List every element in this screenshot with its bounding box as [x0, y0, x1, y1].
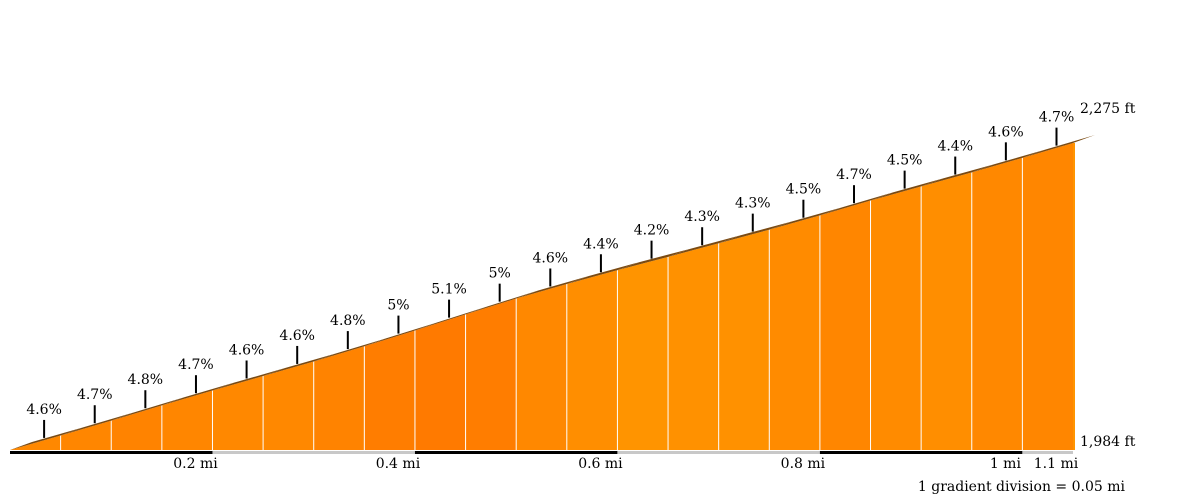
grade-label: 5%: [489, 266, 511, 282]
top-band-segment: [111, 397, 184, 421]
grade-label: 4.4%: [937, 139, 973, 155]
top-band-segment: [516, 276, 589, 299]
grade-label: 4.3%: [684, 209, 720, 225]
top-band-segment: [971, 149, 1045, 173]
grade-label: 4.6%: [988, 124, 1024, 140]
gradient-segment: [465, 298, 517, 450]
top-band-segment: [769, 207, 842, 230]
top-band-segment: [819, 192, 893, 216]
gradient-segment: [971, 157, 1023, 451]
top-band-segment: [617, 248, 691, 271]
gradient-segment: [414, 314, 466, 450]
gradient-segment: [516, 284, 567, 450]
grade-label: 5.1%: [431, 282, 467, 298]
segment-dividers: [60, 157, 1023, 450]
top-band-segment: [1022, 135, 1095, 158]
grade-label: 5%: [387, 298, 409, 314]
distance-tick-label: 0.8 mi: [781, 456, 826, 472]
distance-tick-label: 1 mi: [990, 456, 1022, 472]
top-band-segment: [10, 427, 83, 450]
top-band-segment: [465, 290, 539, 315]
top-band-segment: [870, 178, 944, 201]
elevation-min-label: 1,984 ft: [1080, 434, 1136, 450]
gradient-segment: [263, 361, 314, 450]
gradient-segment: [364, 330, 415, 450]
gradient-division-note: 1 gradient division = 0.05 mi: [918, 479, 1126, 495]
grade-label: 4.5%: [786, 182, 822, 198]
grade-label: 4.6%: [533, 250, 569, 266]
gradient-segment: [60, 420, 112, 450]
top-band-segment: [313, 338, 387, 362]
top-band-segment: [668, 235, 741, 257]
top-band-segment: [921, 164, 994, 187]
gradient-segment: [111, 405, 162, 450]
distance-tick-label: 1.1 mi: [1034, 456, 1079, 472]
top-band-segment: [263, 353, 336, 377]
gradient-segment: [313, 346, 365, 450]
grade-label: 4.6%: [26, 402, 62, 418]
grade-label: 4.7%: [178, 357, 214, 373]
elevation-max-label: 2,275 ft: [1080, 101, 1136, 117]
grade-label: 4.4%: [583, 236, 619, 252]
gradient-segment: [212, 376, 264, 450]
grade-markers: 4.6% 4.7% 4.8% 4.7% 4.6% 4.6% 4.8% 5% 5.1% 5% 4.6%…: [26, 110, 1074, 438]
grade-label: 4.6%: [279, 328, 315, 344]
top-band-segment: [60, 412, 134, 436]
top-band-segment: [212, 368, 286, 391]
top-band-segment: [566, 262, 640, 285]
distance-axis: 0.2 mi 0.4 mi 0.6 mi 0.8 mi 1 mi 1.1 mi: [10, 451, 1079, 472]
distance-axis-band: [414, 451, 618, 454]
top-band-segment: [364, 322, 437, 347]
grade-label: 4.2%: [634, 223, 670, 239]
profile-end-face: [1073, 143, 1075, 450]
distance-tick-label: 0.4 mi: [376, 456, 421, 472]
top-band-segment: [414, 306, 488, 331]
grade-label: 4.7%: [1039, 110, 1075, 126]
top-band-segment: [718, 221, 792, 244]
gradient-segment: [769, 215, 820, 450]
gradient-segments: [10, 143, 1075, 451]
gradient-segment: [870, 186, 922, 451]
gradient-segment: [161, 390, 213, 450]
gradient-segment: [1022, 143, 1073, 450]
gradient-segment: [819, 200, 871, 450]
distance-tick-label: 0.6 mi: [578, 456, 623, 472]
distance-tick-label: 0.2 mi: [173, 456, 218, 472]
grade-label: 4.5%: [887, 153, 923, 169]
gradient-segment: [668, 243, 719, 450]
distance-axis-band: [617, 451, 820, 454]
distance-axis-band: [1022, 451, 1073, 454]
gradient-segment: [617, 256, 669, 450]
distance-axis-band: [819, 451, 1023, 454]
grade-label: 4.8%: [330, 313, 366, 329]
distance-axis-band: [10, 451, 213, 454]
grade-label: 4.7%: [836, 167, 872, 183]
top-band-segment: [161, 382, 235, 406]
grade-label: 4.3%: [735, 196, 771, 212]
grade-label: 4.7%: [77, 387, 113, 403]
gradient-segment: [718, 229, 770, 450]
grade-label: 4.8%: [128, 372, 164, 388]
gradient-segment: [566, 270, 618, 450]
top-surface-band: [10, 135, 1095, 450]
distance-axis-band: [212, 451, 415, 454]
grade-label: 4.6%: [229, 342, 265, 358]
gradient-segment: [921, 172, 972, 451]
